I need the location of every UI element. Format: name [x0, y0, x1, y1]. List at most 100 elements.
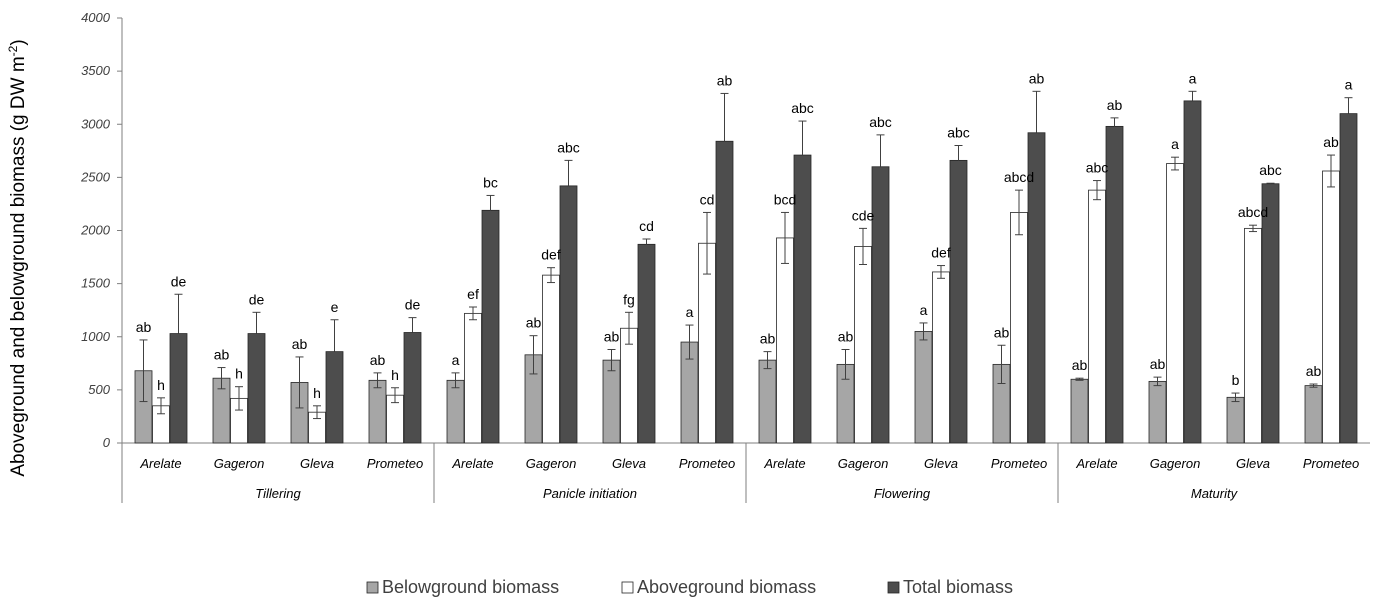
bar-belowground [602, 359, 621, 444]
stage-label: Flowering [874, 486, 931, 501]
significance-label: a [1345, 77, 1353, 93]
significance-label: h [157, 377, 165, 393]
y-tick-label: 1000 [81, 329, 111, 344]
bar-aboveground [932, 271, 950, 444]
cultivar-label: Gageron [838, 456, 889, 471]
significance-label: abc [791, 100, 814, 116]
significance-label: h [391, 367, 399, 383]
bar-aboveground [1244, 227, 1262, 444]
significance-label: h [235, 366, 243, 382]
significance-label: a [1189, 70, 1197, 86]
bar-total [481, 209, 500, 444]
bar-aboveground [1010, 212, 1028, 444]
significance-label: ab [370, 352, 386, 368]
cultivar-label: Gageron [526, 456, 577, 471]
significance-label: ab [717, 72, 733, 88]
stage-label: Tillering [255, 486, 301, 501]
significance-label: abc [557, 139, 580, 155]
y-axis-label: Aboveground and belowground biomass (g D… [6, 39, 29, 476]
cultivar-label: Arelate [1075, 456, 1117, 471]
significance-label: ab [1107, 97, 1123, 113]
significance-label: cde [852, 207, 875, 223]
cultivar-label: Gageron [1150, 456, 1201, 471]
significance-label: b [1232, 372, 1240, 388]
bar-belowground [1070, 378, 1089, 444]
bar-aboveground [854, 246, 872, 444]
significance-label: ab [1323, 134, 1339, 150]
bars-layer [134, 90, 1358, 444]
bar-total [247, 333, 266, 444]
significance-label: ab [214, 347, 230, 363]
bar-belowground [1226, 396, 1245, 444]
significance-label: de [405, 297, 421, 313]
y-tick-label: 2500 [80, 169, 111, 184]
significance-label: ab [526, 315, 542, 331]
bar-aboveground [542, 274, 560, 444]
y-tick-label: 3500 [81, 63, 111, 78]
significance-label: cd [700, 191, 715, 207]
significance-label: ef [467, 286, 479, 302]
significance-label: bc [483, 174, 498, 190]
y-tick-label: 2000 [80, 223, 111, 238]
bar-total [715, 140, 734, 444]
cultivar-label: Prometeo [367, 456, 423, 471]
legend-label: Total biomass [903, 577, 1013, 597]
significance-label: ab [136, 319, 152, 335]
bar-total [949, 159, 968, 444]
bar-total [1183, 100, 1202, 444]
bar-belowground [1148, 380, 1167, 444]
bar-aboveground [464, 312, 482, 444]
stage-label: Maturity [1191, 486, 1239, 501]
significance-label: ab [760, 331, 776, 347]
bar-total [871, 166, 890, 444]
cultivar-label: Prometeo [1303, 456, 1359, 471]
significance-label: fg [623, 291, 635, 307]
legend-label: Aboveground biomass [637, 577, 816, 597]
y-axis-label-close: ) [8, 39, 29, 45]
significance-label: h [313, 385, 321, 401]
significance-label: ab [1029, 70, 1045, 86]
significance-label: def [931, 245, 951, 261]
bar-belowground [914, 331, 933, 444]
bar-belowground [368, 379, 387, 444]
svg-text:Aboveground and belowground bi: Aboveground and belowground biomass (g D… [6, 39, 29, 476]
y-tick-label: 500 [88, 382, 110, 397]
significance-label: a [1171, 136, 1179, 152]
significance-label: abc [869, 114, 892, 130]
significance-label: a [920, 302, 928, 318]
significance-label: ab [838, 329, 854, 345]
cultivar-label: Gleva [924, 456, 958, 471]
cultivar-label: Prometeo [679, 456, 735, 471]
bar-belowground [1304, 385, 1323, 444]
bar-belowground [446, 379, 465, 444]
significance-label: abc [947, 125, 970, 141]
significance-label: abc [1086, 160, 1109, 176]
y-tick-label: 3000 [81, 116, 111, 131]
significance-label: bcd [774, 191, 797, 207]
bar-aboveground [620, 327, 638, 444]
significance-label: ab [1072, 357, 1088, 373]
bar-total [559, 185, 578, 444]
cultivar-label: Arelate [451, 456, 493, 471]
y-tick-label: 4000 [81, 10, 111, 25]
bar-belowground [758, 359, 777, 444]
cultivar-label: Arelate [139, 456, 181, 471]
significance-label: de [171, 273, 187, 289]
legend: Belowground biomass Aboveground biomass To… [366, 577, 1013, 597]
cultivar-label: Gleva [612, 456, 646, 471]
significance-label: a [452, 352, 460, 368]
bar-total [169, 333, 188, 444]
significance-label: ab [292, 336, 308, 352]
significance-label: cd [639, 218, 654, 234]
bar-aboveground [1088, 189, 1106, 444]
bar-total [325, 351, 344, 444]
y-axis-label-main: Aboveground and belowground biomass (g D… [8, 56, 29, 476]
legend-swatch [621, 581, 634, 594]
significance-label: a [686, 304, 694, 320]
stage-label: Panicle initiation [543, 486, 637, 501]
legend-swatch [887, 581, 900, 594]
bar-aboveground [776, 237, 794, 444]
cultivar-label: Gageron [214, 456, 265, 471]
bar-aboveground [1166, 163, 1184, 444]
